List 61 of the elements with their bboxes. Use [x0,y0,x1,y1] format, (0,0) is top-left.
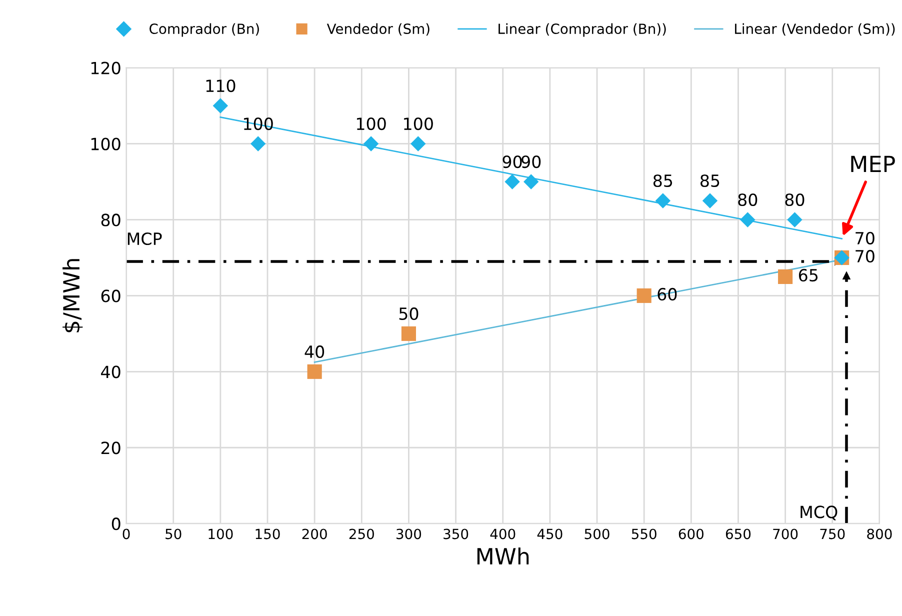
ref-line-label: MCP [128,232,162,246]
data-label: 85 [700,174,720,188]
data-label: 40 [304,345,324,358]
point [504,174,520,190]
y-tick-label: 120 [91,62,120,74]
y-axis-title: $/MWh [62,259,83,332]
y-tick-label: 60 [101,290,120,302]
legend-label: Vendedor (Sm) [326,23,430,36]
point [740,212,756,228]
point [212,98,228,114]
x-tick-label: 750 [820,528,845,540]
x-tick-label: 650 [726,528,751,540]
point [307,364,322,379]
x-tick-label: 200 [302,528,327,540]
x-tick-label: 600 [678,528,704,540]
legend-label: Linear (Vendedor (Sm)) [735,23,895,36]
x-tick-label: 250 [349,528,374,540]
y-tick-label: 40 [101,366,120,378]
data-label: 80 [785,193,804,206]
data-label: 90 [502,155,522,168]
y-tick-label: 0 [112,518,120,530]
y-tick-label: 80 [101,214,120,226]
x-tick-label: 500 [584,528,610,540]
point [702,193,718,208]
point [410,136,426,152]
data-label: 70 [856,250,874,263]
x-tick-label: 0 [122,528,130,540]
data-label: 50 [399,307,418,320]
x-tick-label: 300 [396,528,422,540]
data-label: 70 [856,232,874,244]
point [363,136,379,152]
annotation: MEP [851,156,895,172]
data-label: 80 [738,193,758,206]
y-tick-label: 20 [101,442,120,454]
data-label: 110 [206,79,236,92]
x-tick-label: 150 [256,528,280,540]
point [250,136,266,152]
data-label: 90 [522,155,541,168]
x-tick-label: 800 [867,528,892,540]
x-tick-label: 350 [444,528,468,540]
x-tick-label: 400 [490,528,516,540]
point [655,193,671,208]
data-label: 100 [356,117,386,130]
point [778,269,793,284]
x-tick-label: 700 [773,528,798,540]
point [401,326,416,341]
legend-label: Linear (Comprador (Bn)) [498,23,666,37]
x-tick-label: 450 [537,528,562,540]
point [524,174,539,190]
y-tick-label: 100 [91,138,120,150]
legend-label: Comprador (Bn) [150,23,259,37]
data-label: 85 [653,174,672,188]
point [787,212,802,228]
x-axis-title: MWh [477,547,529,564]
ref-line-label: MCQ [800,506,838,520]
point [636,288,652,303]
data-label: 100 [404,117,433,130]
data-label: 65 [798,268,818,282]
x-tick-label: 100 [208,528,233,540]
x-tick-label: 550 [632,528,656,540]
x-tick-label: 50 [166,528,182,540]
